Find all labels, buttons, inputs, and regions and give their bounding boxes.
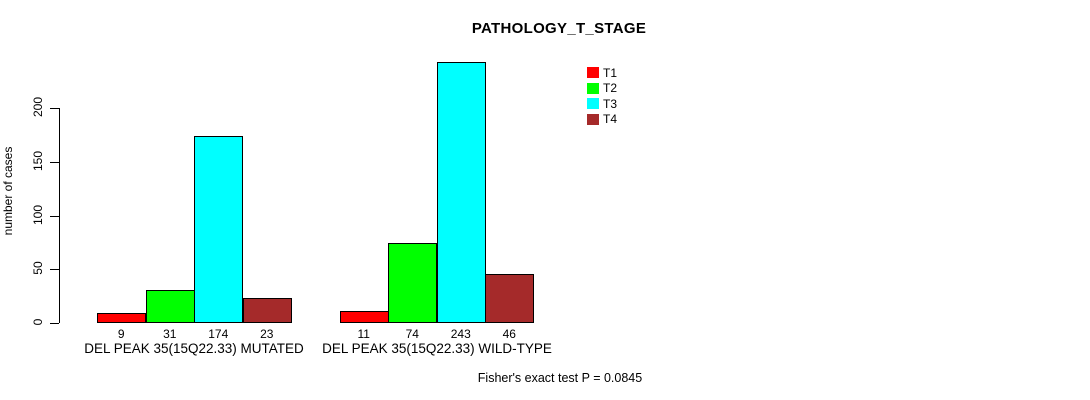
bar-t2-group2 bbox=[388, 243, 437, 323]
legend-label-t4: T4 bbox=[603, 112, 618, 127]
y-tick-150 bbox=[50, 161, 59, 163]
bar-t4-group2 bbox=[485, 274, 534, 323]
bar-t3-group2 bbox=[436, 62, 486, 323]
legend: T1 T2 T3 T4 bbox=[587, 65, 617, 127]
y-axis-line bbox=[59, 108, 60, 323]
y-tick-label-50: 50 bbox=[31, 261, 45, 275]
legend-label-t3: T3 bbox=[603, 96, 618, 111]
bar-t2-group1 bbox=[145, 290, 195, 323]
bar-value-label: 9 bbox=[117, 327, 125, 341]
y-tick-100 bbox=[50, 215, 59, 217]
legend-swatch-t1 bbox=[587, 67, 599, 79]
legend-label-t1: T1 bbox=[603, 65, 618, 80]
y-tick-label-100: 100 bbox=[31, 204, 45, 225]
bar-value-label: 243 bbox=[450, 327, 471, 341]
bar-value-label: 74 bbox=[405, 327, 419, 341]
legend-item-t2: T2 bbox=[587, 81, 617, 97]
legend-swatch-t4 bbox=[587, 113, 599, 125]
legend-item-t3: T3 bbox=[587, 96, 617, 112]
y-tick-200 bbox=[50, 108, 59, 109]
bar-t1-group2 bbox=[339, 311, 389, 323]
y-tick-0 bbox=[50, 323, 59, 324]
bar-value-label: 11 bbox=[357, 327, 370, 341]
group-label-wild-type: DEL PEAK 35(15Q22.33) WILD-TYPE bbox=[322, 341, 552, 356]
bar-value-label: 31 bbox=[163, 327, 177, 341]
bar-t3-group1 bbox=[194, 136, 243, 323]
bar-value-label: 23 bbox=[260, 327, 274, 341]
bar-t4-group1 bbox=[242, 298, 292, 323]
chart-title: PATHOLOGY_T_STAGE bbox=[471, 20, 647, 37]
legend-item-t1: T1 bbox=[587, 65, 617, 81]
y-axis-label: number of cases bbox=[1, 146, 15, 236]
y-tick-label-200: 200 bbox=[31, 96, 45, 118]
group-label-mutated: DEL PEAK 35(15Q22.33) MUTATED bbox=[84, 341, 304, 356]
legend-label-t2: T2 bbox=[603, 81, 618, 96]
legend-swatch-t3 bbox=[587, 98, 599, 110]
y-tick-label-150: 150 bbox=[31, 150, 45, 171]
y-tick-50 bbox=[50, 269, 59, 271]
legend-item-t4: T4 bbox=[587, 112, 617, 128]
bar-value-label: 46 bbox=[502, 327, 516, 341]
legend-swatch-t2 bbox=[587, 82, 599, 94]
bar-value-label: 174 bbox=[208, 327, 229, 341]
fisher-test-annotation: Fisher's exact test P = 0.0845 bbox=[477, 371, 643, 385]
y-tick-label-0: 0 bbox=[31, 318, 45, 326]
bar-t1-group1 bbox=[97, 313, 146, 323]
